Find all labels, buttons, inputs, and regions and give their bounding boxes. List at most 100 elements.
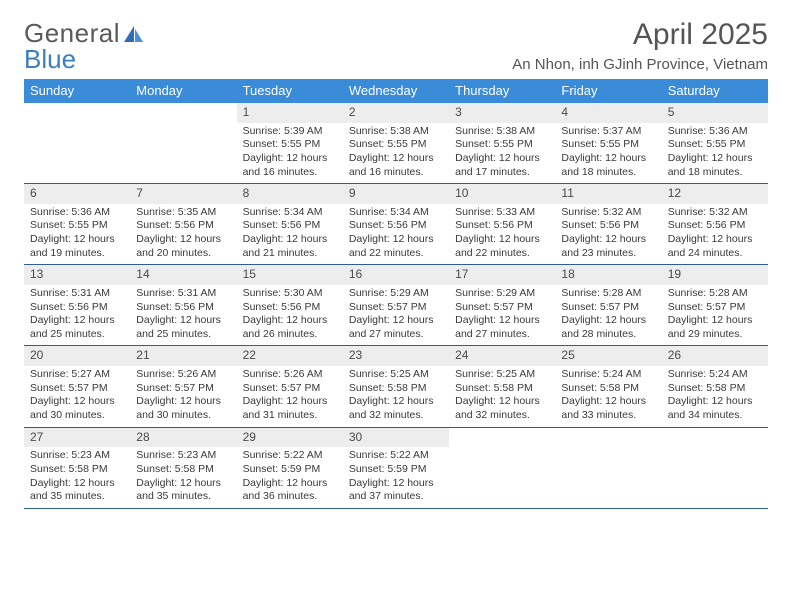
day-daylight1: Daylight: 12 hours <box>30 395 126 409</box>
day-sunrise: Sunrise: 5:36 AM <box>668 125 764 139</box>
day-sunrise: Sunrise: 5:37 AM <box>561 125 657 139</box>
day-sunset: Sunset: 5:57 PM <box>136 382 232 396</box>
day-sunset: Sunset: 5:56 PM <box>136 219 232 233</box>
day-sunrise: Sunrise: 5:33 AM <box>455 206 551 220</box>
day-cell: 13Sunrise: 5:31 AMSunset: 5:56 PMDayligh… <box>24 265 130 345</box>
day-sunrise: Sunrise: 5:29 AM <box>349 287 445 301</box>
dayhead-tue: Tuesday <box>237 79 343 103</box>
day-cell: 4Sunrise: 5:37 AMSunset: 5:55 PMDaylight… <box>555 103 661 183</box>
day-number: 18 <box>555 265 661 285</box>
header: General April 2025 An Nhon, inh GJinh Pr… <box>24 18 768 73</box>
day-sunrise: Sunrise: 5:31 AM <box>30 287 126 301</box>
day-sunset: Sunset: 5:56 PM <box>349 219 445 233</box>
day-sunset: Sunset: 5:55 PM <box>243 138 339 152</box>
day-details: Sunrise: 5:38 AMSunset: 5:55 PMDaylight:… <box>343 123 449 184</box>
day-cell <box>555 428 661 508</box>
day-cell: 24Sunrise: 5:25 AMSunset: 5:58 PMDayligh… <box>449 346 555 426</box>
day-daylight2: and 35 minutes. <box>136 490 232 504</box>
day-sunset: Sunset: 5:56 PM <box>243 219 339 233</box>
day-number <box>24 103 130 121</box>
day-cell: 8Sunrise: 5:34 AMSunset: 5:56 PMDaylight… <box>237 184 343 264</box>
day-number: 13 <box>24 265 130 285</box>
day-details: Sunrise: 5:35 AMSunset: 5:56 PMDaylight:… <box>130 204 236 265</box>
day-daylight2: and 34 minutes. <box>668 409 764 423</box>
day-number: 7 <box>130 184 236 204</box>
day-sunset: Sunset: 5:56 PM <box>243 301 339 315</box>
day-sunrise: Sunrise: 5:39 AM <box>243 125 339 139</box>
day-cell: 20Sunrise: 5:27 AMSunset: 5:57 PMDayligh… <box>24 346 130 426</box>
day-cell: 10Sunrise: 5:33 AMSunset: 5:56 PMDayligh… <box>449 184 555 264</box>
day-details: Sunrise: 5:38 AMSunset: 5:55 PMDaylight:… <box>449 123 555 184</box>
day-daylight1: Daylight: 12 hours <box>561 314 657 328</box>
day-daylight2: and 35 minutes. <box>30 490 126 504</box>
day-number: 21 <box>130 346 236 366</box>
day-details: Sunrise: 5:24 AMSunset: 5:58 PMDaylight:… <box>662 366 768 427</box>
day-sunrise: Sunrise: 5:31 AM <box>136 287 232 301</box>
day-sunset: Sunset: 5:58 PM <box>561 382 657 396</box>
day-cell: 15Sunrise: 5:30 AMSunset: 5:56 PMDayligh… <box>237 265 343 345</box>
day-cell: 11Sunrise: 5:32 AMSunset: 5:56 PMDayligh… <box>555 184 661 264</box>
day-daylight1: Daylight: 12 hours <box>30 314 126 328</box>
day-sunrise: Sunrise: 5:34 AM <box>243 206 339 220</box>
week-row: 13 Sunrise: 5:31 AM Sunset: 5:56 PM Dayligh… <box>24 265 768 346</box>
day-daylight1: Daylight: 12 hours <box>349 152 445 166</box>
day-number: 5 <box>662 103 768 123</box>
dayhead-wed: Wednesday <box>343 79 449 103</box>
day-number: 10 <box>449 184 555 204</box>
day-sunset: Sunset: 5:57 PM <box>561 301 657 315</box>
day-cell: 19Sunrise: 5:28 AMSunset: 5:57 PMDayligh… <box>662 265 768 345</box>
day-number: 25 <box>555 346 661 366</box>
day-cell: 22Sunrise: 5:26 AMSunset: 5:57 PMDayligh… <box>237 346 343 426</box>
day-daylight2: and 30 minutes. <box>136 409 232 423</box>
title-block: April 2025 An Nhon, inh GJinh Province, … <box>512 18 768 73</box>
day-number: 11 <box>555 184 661 204</box>
day-cell <box>449 428 555 508</box>
day-details: Sunrise: 5:23 AMSunset: 5:58 PMDaylight:… <box>130 447 236 508</box>
day-daylight1: Daylight: 12 hours <box>561 233 657 247</box>
day-daylight1: Daylight: 12 hours <box>243 233 339 247</box>
dayhead-sun: Sunday <box>24 79 130 103</box>
day-details: Sunrise: 5:39 AMSunset: 5:55 PMDaylight:… <box>237 123 343 184</box>
day-sunset: Sunset: 5:55 PM <box>561 138 657 152</box>
day-daylight2: and 22 minutes. <box>349 247 445 261</box>
day-cell: 6Sunrise: 5:36 AMSunset: 5:55 PMDaylight… <box>24 184 130 264</box>
day-number: 12 <box>662 184 768 204</box>
day-number: 19 <box>662 265 768 285</box>
day-sunset: Sunset: 5:57 PM <box>668 301 764 315</box>
day-details: Sunrise: 5:32 AMSunset: 5:56 PMDaylight:… <box>662 204 768 265</box>
day-sunset: Sunset: 5:58 PM <box>455 382 551 396</box>
day-cell: 2Sunrise: 5:38 AMSunset: 5:55 PMDaylight… <box>343 103 449 183</box>
day-daylight1: Daylight: 12 hours <box>136 477 232 491</box>
day-daylight2: and 27 minutes. <box>455 328 551 342</box>
day-daylight2: and 24 minutes. <box>668 247 764 261</box>
day-sunrise: Sunrise: 5:24 AM <box>668 368 764 382</box>
day-number <box>555 428 661 446</box>
day-sunrise: Sunrise: 5:24 AM <box>561 368 657 382</box>
day-sunrise: Sunrise: 5:30 AM <box>243 287 339 301</box>
day-daylight1: Daylight: 12 hours <box>349 477 445 491</box>
day-number <box>130 103 236 121</box>
day-sunset: Sunset: 5:57 PM <box>349 301 445 315</box>
day-daylight1: Daylight: 12 hours <box>136 395 232 409</box>
day-cell <box>24 103 130 183</box>
day-sunset: Sunset: 5:56 PM <box>455 219 551 233</box>
day-sunset: Sunset: 5:59 PM <box>243 463 339 477</box>
day-sunrise: Sunrise: 5:25 AM <box>349 368 445 382</box>
day-daylight2: and 21 minutes. <box>243 247 339 261</box>
day-sunrise: Sunrise: 5:23 AM <box>30 449 126 463</box>
day-daylight1: Daylight: 12 hours <box>349 233 445 247</box>
day-sunrise: Sunrise: 5:32 AM <box>668 206 764 220</box>
day-cell: 3Sunrise: 5:38 AMSunset: 5:55 PMDaylight… <box>449 103 555 183</box>
day-cell: 16Sunrise: 5:29 AMSunset: 5:57 PMDayligh… <box>343 265 449 345</box>
page-title: April 2025 <box>512 18 768 52</box>
day-details: Sunrise: 5:33 AMSunset: 5:56 PMDaylight:… <box>449 204 555 265</box>
day-number: 30 <box>343 428 449 448</box>
day-daylight2: and 20 minutes. <box>136 247 232 261</box>
day-sunset: Sunset: 5:58 PM <box>349 382 445 396</box>
day-number <box>662 428 768 446</box>
day-number: 27 <box>24 428 130 448</box>
day-cell: 28Sunrise: 5:23 AMSunset: 5:58 PMDayligh… <box>130 428 236 508</box>
day-daylight1: Daylight: 12 hours <box>561 152 657 166</box>
day-daylight1: Daylight: 12 hours <box>455 314 551 328</box>
day-cell <box>130 103 236 183</box>
